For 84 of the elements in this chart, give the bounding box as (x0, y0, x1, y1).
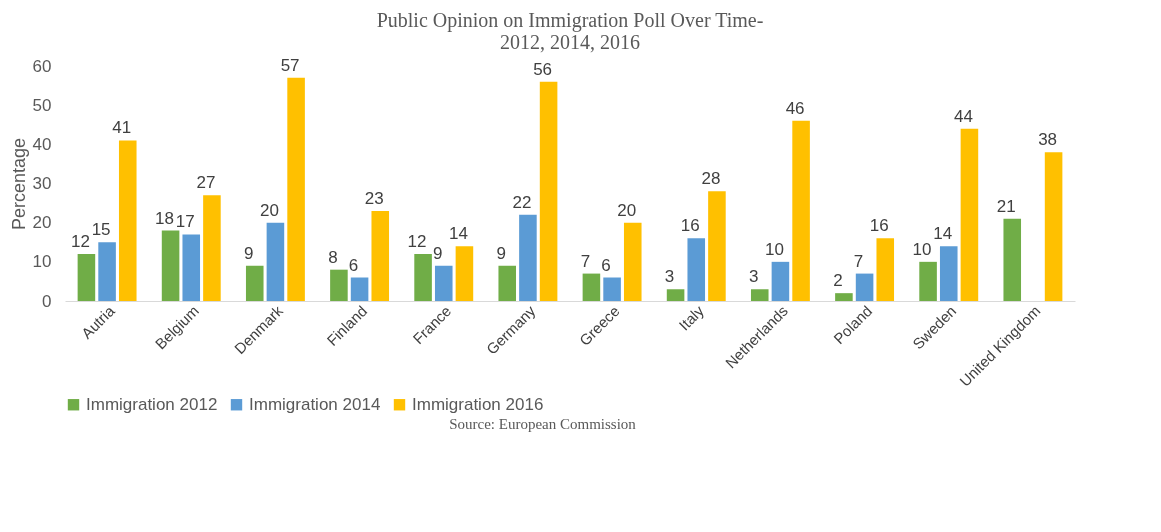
bar (287, 77, 305, 301)
data-label: 3 (749, 267, 759, 287)
data-label: 14 (448, 224, 468, 244)
bar (519, 214, 537, 301)
bar (855, 273, 874, 301)
data-label: 56 (533, 59, 553, 79)
data-label: 22 (512, 192, 532, 212)
data-label: 21 (996, 196, 1016, 216)
data-label: 7 (580, 251, 591, 271)
bar (539, 81, 558, 301)
data-label: 38 (1038, 130, 1058, 150)
data-label: 10 (912, 239, 932, 259)
bar (203, 195, 221, 301)
bar (77, 254, 96, 301)
bar (98, 242, 116, 301)
bar (919, 261, 937, 301)
data-label: 9 (244, 243, 254, 263)
data-label: 20 (259, 200, 279, 220)
bar (434, 265, 453, 301)
bar (876, 238, 895, 301)
data-label: 16 (680, 216, 700, 236)
y-tick-label: 20 (32, 213, 52, 233)
data-label: 6 (601, 255, 611, 275)
data-label: 3 (664, 267, 675, 287)
y-axis-title: Percentage (8, 137, 29, 231)
data-label: 7 (853, 251, 864, 271)
data-label: 2 (833, 271, 843, 291)
data-label: 16 (869, 216, 889, 236)
data-label: 15 (91, 220, 111, 240)
y-tick-label: 50 (32, 95, 52, 115)
data-label: 46 (785, 98, 805, 118)
bar (603, 277, 621, 301)
data-label: 20 (617, 200, 637, 220)
data-label: 28 (701, 169, 721, 189)
bar (182, 234, 201, 301)
data-label: 9 (496, 243, 506, 263)
data-label: 18 (155, 208, 175, 228)
bar (266, 222, 285, 301)
data-label: 44 (953, 106, 973, 126)
data-label: 17 (175, 212, 195, 232)
data-label: 10 (764, 239, 784, 259)
data-label: 12 (70, 232, 90, 251)
bar (939, 246, 958, 301)
bar (666, 289, 685, 301)
bar (350, 277, 369, 301)
y-tick-label: 0 (42, 291, 52, 311)
bar (414, 254, 432, 301)
bar (1044, 152, 1063, 301)
legend-label: Immigration 2014 (249, 394, 381, 414)
bar (708, 191, 726, 301)
data-label: 8 (328, 247, 338, 267)
data-label: 9 (433, 243, 443, 263)
bar (455, 246, 474, 301)
data-label: 23 (364, 188, 384, 208)
bar (750, 289, 769, 301)
y-tick-label: 40 (32, 134, 52, 154)
y-tick-label: 30 (32, 174, 52, 193)
x-tick-label: Italy (675, 301, 708, 334)
bar (960, 128, 979, 301)
bar (118, 140, 137, 301)
data-label: 27 (196, 173, 216, 193)
data-label: 57 (280, 55, 300, 75)
bar (771, 261, 790, 301)
source-note: Source: European Commission (449, 416, 637, 432)
data-label: 6 (348, 255, 359, 275)
y-tick-label: 10 (32, 252, 52, 272)
bar (161, 230, 180, 301)
bar (498, 265, 517, 301)
bar (1003, 218, 1022, 301)
bar (582, 273, 601, 301)
data-label: 14 (933, 224, 953, 244)
legend-label: Immigration 2012 (86, 394, 218, 414)
bar (687, 238, 706, 301)
legend-label: Immigration 2016 (412, 394, 544, 414)
data-label: 12 (407, 232, 427, 251)
bar (371, 210, 390, 301)
y-tick-label: 60 (32, 56, 52, 76)
bar (245, 265, 264, 301)
bar (330, 269, 348, 301)
bar (623, 222, 642, 301)
bar (835, 293, 853, 301)
data-label: 41 (112, 118, 132, 138)
bar (792, 120, 810, 301)
text: Public Opinion on Immigration Poll Over Time- (376, 8, 764, 31)
